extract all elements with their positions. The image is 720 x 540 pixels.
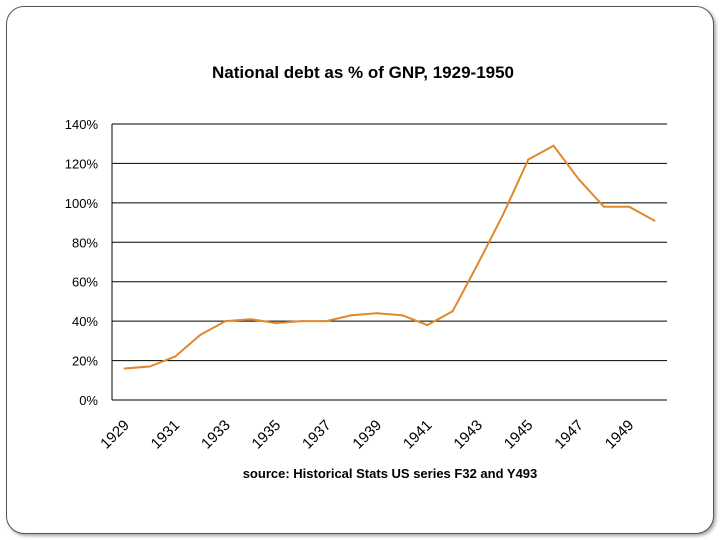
data-point-1932 <box>199 333 202 336</box>
data-point-1949 <box>628 205 631 208</box>
data-point-1947 <box>577 178 580 181</box>
data-point-1950 <box>653 219 656 222</box>
data-point-1939 <box>375 312 378 315</box>
data-point-1946 <box>552 144 555 147</box>
y-tick-label: 0% <box>79 393 98 408</box>
x-tick-label: 1947 <box>551 417 587 453</box>
x-axis-ticks: 1929 1931 1933 1935 1937 1939 1941 1943 1945 1947… <box>97 417 637 453</box>
data-point-1942 <box>451 310 454 313</box>
y-tick-label: 100% <box>65 196 99 211</box>
grid-lines <box>111 123 667 401</box>
chart-title: National debt as % of GNP, 1929-1950 <box>212 63 514 82</box>
x-tick-label: 1937 <box>299 417 335 453</box>
x-tick-label: 1949 <box>602 417 638 453</box>
x-tick-label: 1943 <box>450 417 486 453</box>
data-point-1936 <box>300 320 303 323</box>
data-point-1933 <box>224 320 227 323</box>
y-axis-ticks: 0% 20% 40% 60% 80% 100% 120% 140% <box>65 117 99 408</box>
x-tick-label: 1929 <box>97 417 133 453</box>
x-tick-label: 1941 <box>400 417 436 453</box>
y-tick-label: 20% <box>72 354 98 369</box>
data-point-1948 <box>602 205 605 208</box>
series-line <box>124 144 655 370</box>
x-tick-label: 1935 <box>249 417 285 453</box>
y-tick-label: 40% <box>72 314 98 329</box>
x-tick-label: 1931 <box>148 417 184 453</box>
data-point-1935 <box>274 322 277 325</box>
source-label: source: Historical Stats US series F32 a… <box>243 466 538 481</box>
data-point-1940 <box>401 314 404 317</box>
slide-frame <box>6 6 714 534</box>
data-point-1943 <box>476 262 479 265</box>
y-tick-label: 120% <box>65 156 99 171</box>
data-point-1938 <box>350 314 353 317</box>
data-point-1945 <box>527 158 530 161</box>
data-point-1941 <box>426 324 429 327</box>
series-debt <box>123 144 656 370</box>
data-point-1934 <box>249 318 252 321</box>
y-tick-label: 80% <box>72 235 98 250</box>
data-point-1931 <box>174 355 177 358</box>
y-tick-label: 60% <box>72 275 98 290</box>
x-tick-label: 1933 <box>198 417 234 453</box>
data-point-1937 <box>325 320 328 323</box>
x-tick-label: 1939 <box>349 417 385 453</box>
x-tick-label: 1945 <box>501 417 537 453</box>
data-point-1930 <box>148 365 151 368</box>
data-point-1929 <box>123 367 126 370</box>
data-point-1944 <box>502 213 505 216</box>
y-tick-label: 140% <box>65 117 99 132</box>
